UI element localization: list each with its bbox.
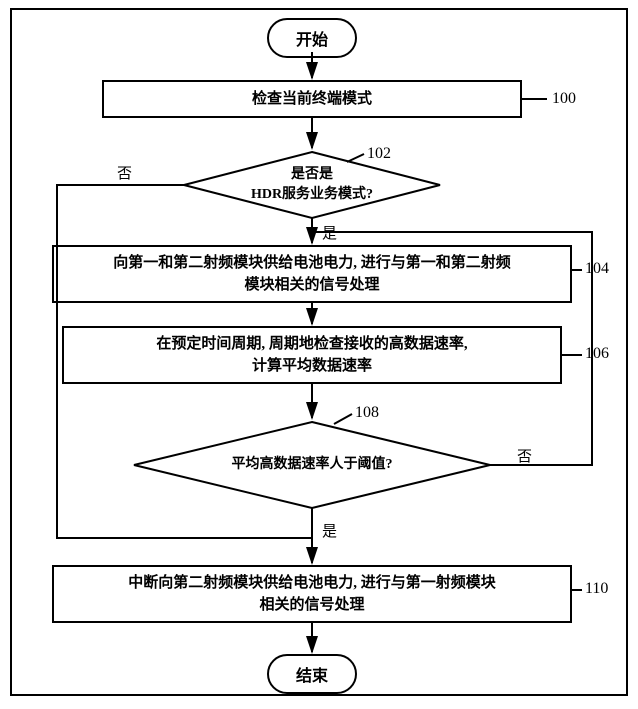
edge-yes-102: 是 (322, 222, 337, 243)
process-106: 在预定时间周期, 周期地检查接收的高数据速率,计算平均数据速率 (62, 326, 562, 384)
decision-108: 平均高数据速率人于阈值? (132, 420, 492, 510)
flowchart-container: 开始 检查当前终端模式 是否是HDR服务业务模式? 向第一和第二射频模块供给电池… (10, 8, 628, 696)
edge-yes-108: 是 (322, 520, 337, 541)
process-110-text: 中断向第二射频模块供给电池电力, 进行与第一射频模块相关的信号处理 (128, 572, 496, 617)
label-104: 104 (585, 260, 609, 278)
label-102: 102 (367, 145, 391, 163)
edge-no-102: 否 (117, 162, 132, 183)
start-node: 开始 (267, 18, 357, 58)
end-label: 结束 (296, 668, 328, 685)
process-110: 中断向第二射频模块供给电池电力, 进行与第一射频模块相关的信号处理 (52, 565, 572, 623)
process-106-text: 在预定时间周期, 周期地检查接收的高数据速率,计算平均数据速率 (156, 333, 467, 378)
end-node: 结束 (267, 654, 357, 694)
decision-102: 是否是HDR服务业务模式? (182, 150, 442, 220)
process-100-text: 检查当前终端模式 (252, 88, 372, 111)
decision-108-text: 平均高数据速率人于阈值? (232, 455, 393, 475)
start-label: 开始 (296, 32, 328, 49)
edge-no-108: 否 (517, 445, 532, 466)
label-108: 108 (355, 404, 379, 422)
process-104: 向第一和第二射频模块供给电池电力, 进行与第一和第二射频模块相关的信号处理 (52, 245, 572, 303)
process-104-text: 向第一和第二射频模块供给电池电力, 进行与第一和第二射频模块相关的信号处理 (113, 252, 511, 297)
label-100: 100 (552, 90, 576, 108)
process-100: 检查当前终端模式 (102, 80, 522, 118)
label-110: 110 (585, 580, 608, 598)
label-106: 106 (585, 345, 609, 363)
decision-102-text: 是否是HDR服务业务模式? (251, 165, 373, 204)
